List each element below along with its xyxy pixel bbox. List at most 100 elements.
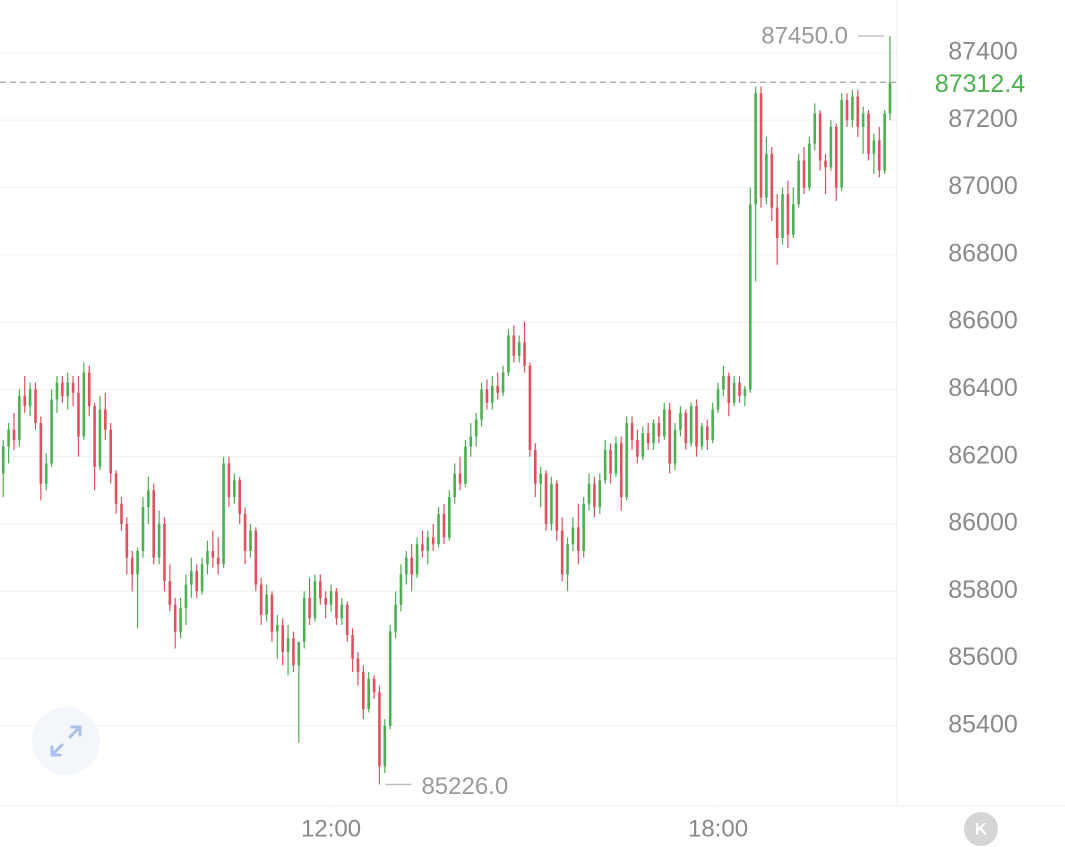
candle-body [533,449,537,484]
candle-body [474,419,478,437]
y-tick-label: 85800 [948,576,1018,604]
candle-body [587,483,591,504]
candle-body [797,160,800,205]
candle-body [727,375,731,403]
y-tick-label: 86400 [948,374,1018,402]
candle-body [448,497,451,538]
candle-body [410,557,413,575]
candle-body [834,126,838,188]
candle-body [705,426,709,440]
y-tick-label: 87200 [948,105,1018,133]
candle-body [496,386,499,393]
kline-button[interactable]: K [964,812,998,846]
candle-body [722,375,725,390]
candle-body [243,513,247,551]
candle-body [233,480,236,498]
candle-body [39,423,43,484]
candle-body [23,396,27,407]
candle-body [539,473,542,484]
candle-body [254,530,258,585]
candle-body [437,513,440,545]
candle-body [501,372,505,393]
candle-body [851,96,854,121]
candle-body [786,194,790,235]
candle-body [415,544,419,575]
candle-body [619,443,623,498]
candle-body [453,473,456,498]
candle-body [297,641,301,666]
candle-body [652,423,655,444]
candle-body [845,99,849,121]
candle-body [173,604,177,632]
candle-body [759,93,763,198]
candle-body [1,446,5,474]
candle-body [313,581,317,619]
candle-body [883,113,886,171]
candle-body [104,409,107,430]
candle-body [550,483,553,524]
candle-body [603,449,607,481]
candle-body [190,571,193,585]
candle-body [507,335,510,373]
candle-body [82,372,86,437]
candle-body [576,527,580,551]
candle-body [130,557,134,575]
candle-body [168,581,172,605]
candle-body [329,591,333,605]
candle-body [770,153,774,208]
candle-body [378,692,381,767]
candle-body [87,372,91,407]
candle-body [544,473,548,524]
candle-body [480,389,483,420]
candle-body [351,635,354,659]
candle-body [71,382,75,393]
candle-body [206,550,209,565]
expand-icon [50,725,82,757]
candle-body [888,82,892,114]
y-tick-label: 86200 [948,441,1018,469]
candle-body [872,140,876,154]
candle-body [555,483,559,531]
candle-body [802,160,806,188]
candle-body [55,382,59,400]
candle-body [302,598,306,642]
candle-body [340,604,344,619]
candle-body [152,490,156,558]
candle-body [319,581,322,599]
candle-body [147,490,150,508]
candle-body [491,386,494,403]
candle-body [512,335,516,356]
candle-body [227,463,231,498]
candle-body [517,342,521,356]
candle-body [324,598,327,605]
candle-body [840,99,843,188]
candle-body [458,473,462,484]
candle-body [716,389,720,410]
candle-body [44,463,48,484]
candle-body [12,429,16,440]
candle-body [125,523,129,558]
candle-body [818,113,822,161]
candle-body [286,638,290,652]
candle-body [641,433,645,457]
candle-body [195,571,199,592]
high-marker-label: 87450.0 [761,22,848,49]
candle-body [748,204,752,390]
candle-body [877,140,881,171]
candle-body [120,503,123,524]
candle-body [464,446,467,484]
candle-body [566,544,569,575]
candle-body [345,604,349,636]
candle-body [523,342,526,366]
expand-button[interactable] [32,707,100,775]
candle-body [222,463,225,565]
candle-body [442,513,446,538]
candle-body [77,392,80,437]
candle-body [216,557,220,565]
candle-body [679,412,682,430]
candle-body [560,530,564,575]
candle-body [861,113,865,127]
candle-body [625,423,628,498]
candle-body [335,591,338,619]
